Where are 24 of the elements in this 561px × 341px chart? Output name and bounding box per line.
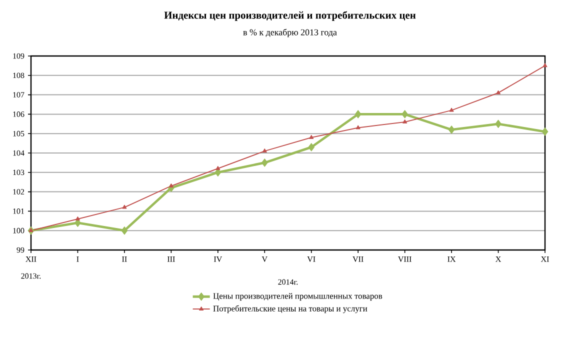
- point: [28, 228, 34, 232]
- point: [495, 120, 502, 128]
- point: [542, 127, 548, 136]
- point: [354, 110, 362, 118]
- legend-label: Цены производителей промышленных товаров: [213, 292, 382, 301]
- chart-title: Индексы цен производителей и потребительских цен: [164, 11, 416, 21]
- point: [448, 125, 455, 134]
- point: [542, 63, 548, 68]
- point: [168, 183, 174, 188]
- point: [75, 216, 80, 220]
- point: [402, 119, 408, 124]
- point: [216, 166, 220, 170]
- point: [261, 158, 268, 167]
- point: [308, 142, 315, 152]
- point: [496, 90, 501, 94]
- point: [449, 108, 454, 112]
- legend-label: Потребительские цены на товары и услуги: [213, 305, 368, 314]
- point: [356, 125, 360, 130]
- point: [122, 204, 127, 209]
- point: [121, 226, 128, 235]
- point: [262, 148, 267, 153]
- point: [402, 110, 408, 118]
- point: [309, 134, 314, 139]
- chart-subtitle: в % к декабрю 2013 года: [243, 28, 337, 38]
